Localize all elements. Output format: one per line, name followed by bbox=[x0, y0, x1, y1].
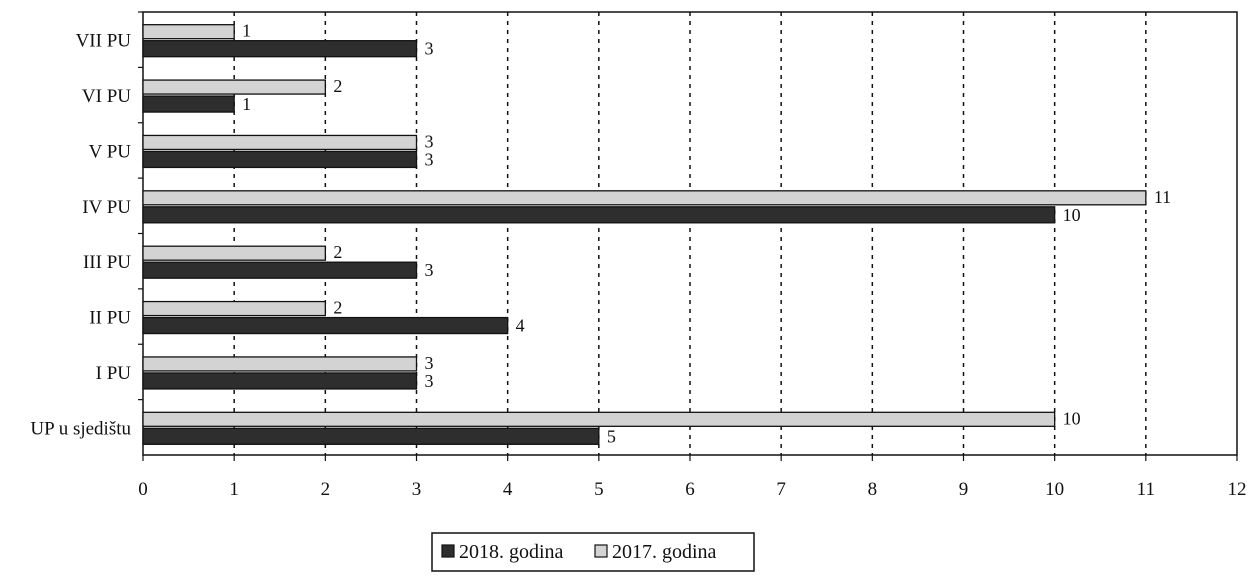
legend-label-2018: 2018. godina bbox=[459, 541, 564, 563]
bar-2018 bbox=[142, 372, 418, 390]
category-label: VII PU bbox=[76, 31, 132, 52]
data-label-2018: 1 bbox=[242, 94, 251, 114]
data-label-2018: 3 bbox=[425, 260, 434, 280]
data-label-2017: 2 bbox=[333, 242, 342, 262]
bar-2017 bbox=[142, 79, 326, 95]
legend-box bbox=[431, 532, 755, 572]
data-label-2018: 3 bbox=[425, 371, 434, 391]
data-label-2018: 4 bbox=[516, 316, 525, 336]
category-label: VI PU bbox=[82, 86, 131, 107]
bar-2017 bbox=[142, 134, 418, 151]
bar-2017 bbox=[142, 300, 326, 317]
x-tick-label: 10 bbox=[1045, 479, 1064, 500]
bar-2018 bbox=[142, 95, 235, 113]
category-label: V PU bbox=[89, 141, 132, 162]
bar-2018 bbox=[142, 40, 418, 58]
bar-2017 bbox=[142, 356, 418, 372]
data-label-2017: 3 bbox=[425, 353, 434, 373]
data-label-2017: 3 bbox=[425, 131, 434, 151]
category-label: IV PU bbox=[82, 197, 131, 218]
data-label-2017: 2 bbox=[333, 298, 342, 318]
x-tick-label: 3 bbox=[412, 479, 422, 500]
x-tick-label: 6 bbox=[685, 479, 695, 500]
category-label: I PU bbox=[96, 363, 132, 384]
bar-2018 bbox=[142, 261, 418, 279]
x-tick-label: 1 bbox=[229, 479, 239, 500]
bar-2017 bbox=[142, 24, 235, 40]
x-tick-label: 7 bbox=[776, 479, 786, 500]
x-tick-label: 11 bbox=[1137, 479, 1155, 500]
x-tick-label: 0 bbox=[138, 479, 148, 500]
data-label-2017: 2 bbox=[333, 76, 342, 96]
bar-2018 bbox=[142, 150, 418, 169]
x-tick-label: 12 bbox=[1228, 479, 1247, 500]
legend-swatch-2018 bbox=[441, 544, 455, 558]
x-tick-label: 4 bbox=[503, 479, 513, 500]
category-label: II PU bbox=[89, 308, 131, 329]
data-label-2018: 3 bbox=[425, 39, 434, 59]
bar-2017 bbox=[142, 245, 326, 261]
category-label: UP u sjedištu bbox=[30, 418, 131, 439]
data-label-2018: 5 bbox=[607, 426, 616, 446]
legend-label-2017: 2017. godina bbox=[612, 541, 717, 563]
x-tick-label: 8 bbox=[868, 479, 878, 500]
data-label-2017: 1 bbox=[242, 21, 251, 41]
bar-2018 bbox=[142, 316, 509, 335]
bar-2017 bbox=[142, 190, 1147, 206]
bar-2018 bbox=[142, 206, 1056, 224]
bar-2017 bbox=[142, 411, 1056, 427]
bar-2018 bbox=[142, 427, 600, 445]
data-label-2018: 3 bbox=[425, 149, 434, 169]
category-label: III PU bbox=[83, 252, 131, 273]
legend-swatch-2017 bbox=[594, 544, 608, 558]
data-label-2017: 10 bbox=[1063, 408, 1081, 428]
data-label-2018: 10 bbox=[1063, 205, 1081, 225]
data-label-2017: 11 bbox=[1154, 187, 1171, 207]
x-tick-label: 5 bbox=[594, 479, 604, 500]
x-tick-label: 2 bbox=[321, 479, 331, 500]
x-tick-label: 9 bbox=[959, 479, 969, 500]
